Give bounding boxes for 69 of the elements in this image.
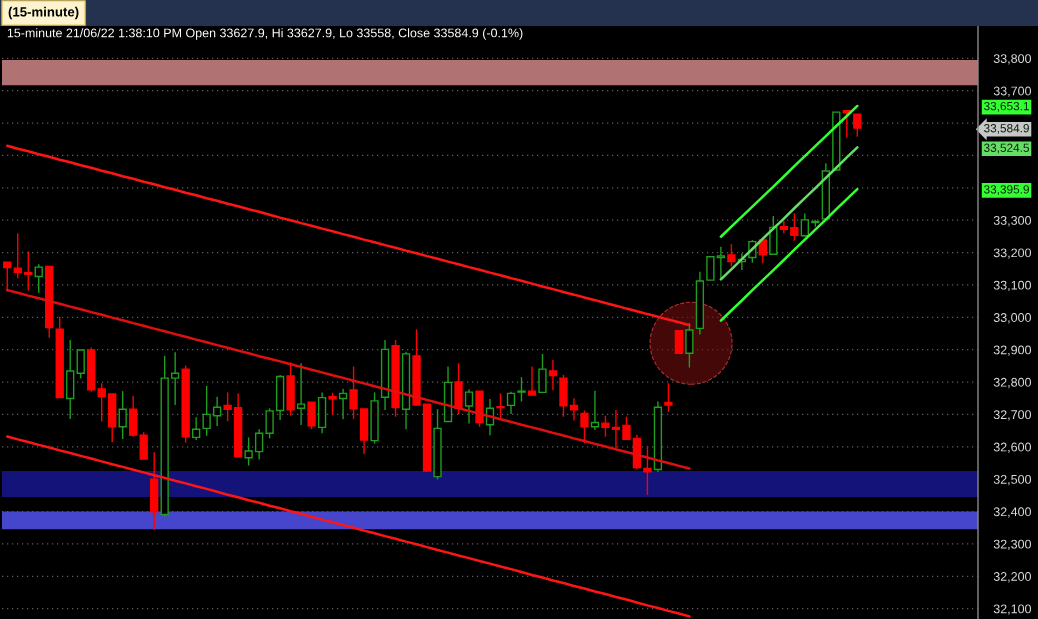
- y-tick-label: 33,653.1: [984, 101, 1029, 112]
- candlestick: [97, 382, 106, 423]
- candlestick: [548, 359, 558, 391]
- candlestick: [338, 388, 348, 420]
- y-tick-label: 33,100: [993, 280, 1032, 292]
- y-tick-label: 32,800: [993, 377, 1032, 389]
- candlestick: [674, 329, 684, 354]
- y-tick-label: 32,100: [993, 604, 1032, 615]
- candlestick: [569, 397, 579, 422]
- candlestick: [685, 322, 694, 369]
- candlestick: [349, 365, 358, 420]
- y-tick-label: 33,584.9: [984, 124, 1029, 134]
- candlestick: [643, 445, 652, 496]
- candlestick: [139, 431, 148, 460]
- chart-title: (15-minute): [8, 6, 79, 20]
- candlestick: [328, 392, 337, 416]
- y-tick-label: 32,500: [993, 474, 1032, 486]
- chart-subtitle: 15-minute 21/06/22 1:38:10 PM Open 33627.9, Hi 33627.9, Lo 33558, Close 33584.9 (-0.1%): [7, 28, 523, 40]
- y-tick-label: 32,600: [993, 442, 1032, 453]
- candlestick: [611, 409, 621, 451]
- candlestick: [265, 407, 274, 440]
- candlestick: [296, 362, 306, 426]
- candlestick: [853, 113, 862, 138]
- candlestick: [706, 256, 715, 281]
- line-series: [719, 146, 859, 281]
- y-tick-label: 32,300: [993, 539, 1032, 551]
- y-tick-label: 32,700: [993, 410, 1032, 421]
- line-series: [719, 187, 859, 322]
- candlestick: [76, 349, 85, 379]
- candlestick: [538, 353, 547, 394]
- candlestick: [496, 392, 505, 420]
- y-tick-label: 33,800: [993, 54, 1032, 65]
- candlestick: [13, 232, 22, 279]
- candlestick: [716, 246, 726, 281]
- candlestick: [223, 391, 232, 422]
- y-tick-label: 32,400: [993, 507, 1032, 518]
- candlestick: [517, 376, 526, 403]
- candlestick: [622, 415, 631, 441]
- y-tick-label: 33,300: [993, 216, 1032, 227]
- candlestick: [601, 415, 610, 438]
- y-tick-label: 32,900: [993, 345, 1032, 356]
- candlestick: [527, 365, 537, 396]
- y-tick-label: 32,200: [993, 572, 1032, 583]
- candlestick: [118, 390, 127, 440]
- y-tick-label: 33,700: [993, 86, 1032, 97]
- candlestick: [24, 250, 33, 292]
- y-tick-label: 33,200: [993, 248, 1032, 259]
- candlestick: [506, 391, 516, 415]
- candlestick: [244, 436, 253, 467]
- candlestick: [191, 416, 201, 441]
- line-series: [719, 104, 859, 238]
- candlestick: [580, 409, 589, 444]
- candlestick: [212, 395, 222, 427]
- candlestick: [464, 388, 474, 425]
- y-tick-label: 33,524.5: [984, 143, 1030, 154]
- candlestick: [307, 401, 316, 430]
- candlestick: [779, 220, 789, 234]
- candlestick: [171, 351, 180, 406]
- line-series: [6, 435, 691, 618]
- candlestick: [664, 382, 673, 413]
- candlestick: [254, 428, 264, 461]
- candlestick: [790, 212, 799, 242]
- y-tick-label: 33,000: [993, 313, 1032, 324]
- candlestick: [202, 385, 211, 437]
- line-series: [6, 288, 691, 470]
- candlestick: [727, 243, 736, 268]
- line-series: [6, 144, 691, 327]
- candlestick: [34, 263, 43, 294]
- y-tick-label: 33,395.9: [984, 185, 1029, 195]
